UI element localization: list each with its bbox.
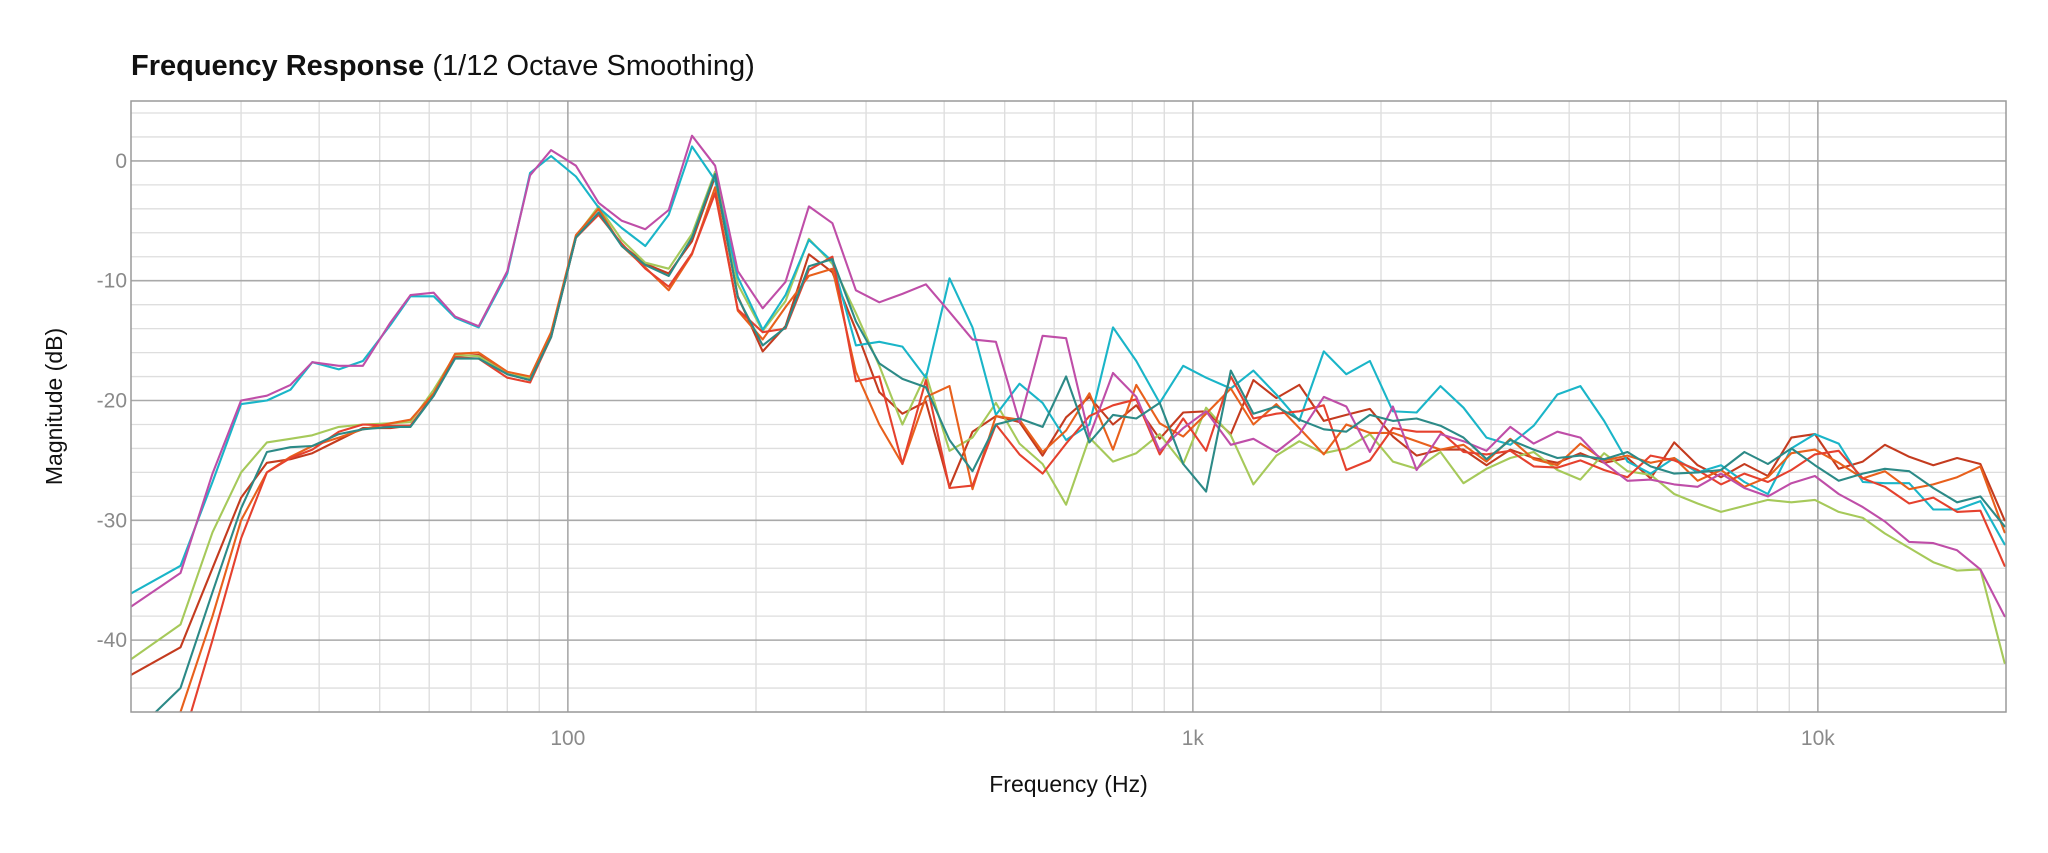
x-axis-label: Frequency (Hz): [989, 771, 1147, 797]
series-layer: [131, 134, 2006, 712]
series-line-4: [178, 186, 2006, 712]
y-tick-labels: 0 -10 -20 -30 -40: [97, 150, 127, 652]
chart-title: Frequency Response (1/12 Octave Smoothin…: [131, 50, 755, 83]
series-line-7: [154, 173, 2006, 712]
series-line-5: [190, 192, 2006, 712]
series-line-1: [131, 175, 2006, 676]
chart-title-main: Frequency Response: [131, 50, 425, 82]
chart-subtitle: (1/12 Octave Smoothing): [432, 50, 755, 82]
y-tick-label: -10: [97, 270, 127, 293]
y-axis-label: Magnitude (dB): [41, 328, 67, 485]
y-tick-label: -40: [97, 629, 127, 652]
y-tick-label: -30: [97, 509, 127, 532]
series-line-2: [131, 170, 2006, 664]
x-tick-label: 100: [550, 727, 585, 750]
y-tick-label: -20: [97, 390, 127, 413]
plot-frame: [130, 100, 2007, 713]
series-line-6: [131, 134, 2006, 618]
x-tick-label: 10k: [1801, 727, 1835, 750]
x-tick-labels: 100 1k 10k: [550, 727, 1835, 750]
grid-minor: [131, 101, 2006, 713]
y-tick-label: 0: [115, 150, 127, 173]
series-line-3: [131, 145, 2006, 595]
grid-major: [131, 101, 2006, 712]
x-tick-label: 1k: [1182, 727, 1205, 750]
